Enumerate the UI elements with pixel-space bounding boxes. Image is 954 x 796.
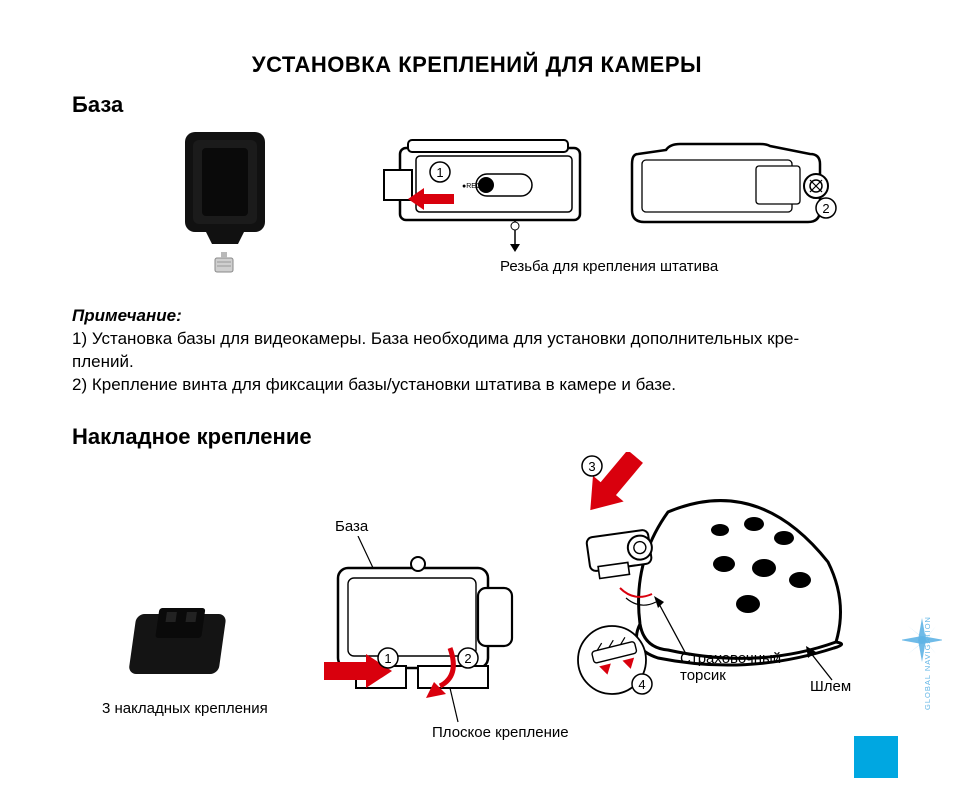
label-base: База xyxy=(335,518,368,535)
svg-text:●REC: ●REC xyxy=(462,183,481,190)
note-heading: Примечание: xyxy=(72,306,182,326)
label-safety-cord: Страховочный торсик xyxy=(680,650,781,685)
mount-badge-4: 4 xyxy=(638,677,645,692)
label-helmet: Шлем xyxy=(810,678,851,695)
note-1: 1) Установка базы для видеокамеры. База … xyxy=(72,328,892,374)
caption-tripod-thread: Резьба для крепления штатива xyxy=(500,258,718,275)
mount-badge-1: 1 xyxy=(384,651,391,666)
heading-mount: Накладное крепление xyxy=(72,424,312,450)
figure-flat-mount-photo xyxy=(120,590,250,700)
logo-compass: GLOBAL NAVIGATION xyxy=(902,560,942,720)
label-three-mounts: 3 накладных крепления xyxy=(102,700,268,717)
figure-camera-in-case: 1 2 xyxy=(300,536,540,736)
mount-badge-2: 2 xyxy=(464,651,471,666)
badge-1: 1 xyxy=(436,165,443,180)
figure-camera-rear-view: 2 xyxy=(620,130,840,260)
page-title: УСТАНОВКА КРЕПЛЕНИЙ ДЛЯ КАМЕРЫ xyxy=(0,52,954,78)
page-corner-block xyxy=(854,736,898,778)
heading-base: База xyxy=(72,92,123,118)
mount-badge-3: 3 xyxy=(588,459,595,474)
note-2: 2) Крепление винта для фиксации базы/уст… xyxy=(72,374,892,397)
figure-base-mount-photo xyxy=(160,122,290,282)
figure-camera-top-view: ●REC 1 xyxy=(380,130,600,270)
logo-text: GLOBAL NAVIGATION xyxy=(923,616,932,710)
badge-2: 2 xyxy=(822,201,829,216)
